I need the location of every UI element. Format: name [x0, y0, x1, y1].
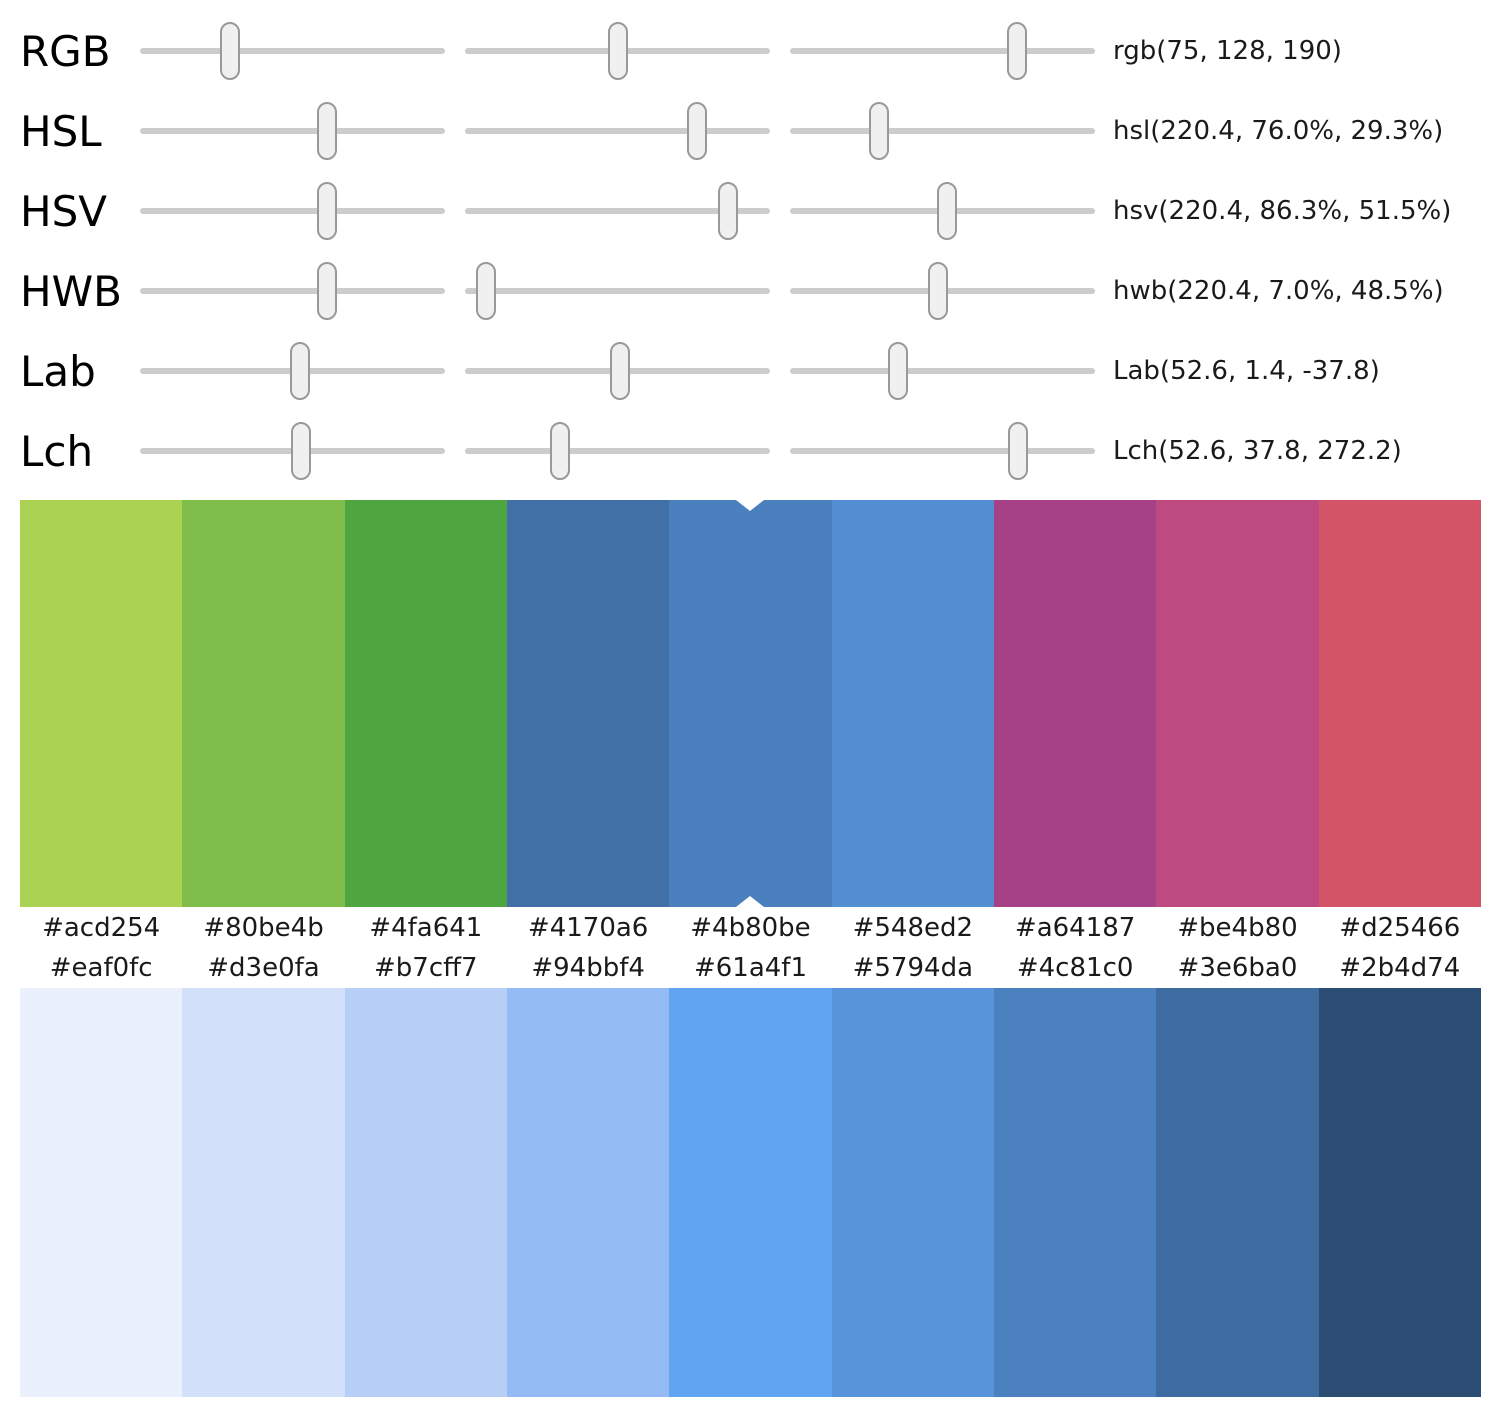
lab-channel-1-slider-thumb[interactable]	[290, 342, 311, 400]
color-swatch[interactable]	[669, 988, 832, 1397]
colorspace-label: HSL	[20, 106, 102, 156]
slider-row-hsv: HSV hsv(220.4, 86.3%, 51.5%)	[0, 171, 1501, 251]
color-swatch[interactable]	[506, 500, 670, 907]
colorspace-label: Lab	[20, 346, 96, 396]
selected-swatch-marker-bottom-icon	[736, 896, 765, 907]
color-swatch[interactable]	[1156, 500, 1319, 907]
color-value-readout: hwb(220.4, 7.0%, 48.5%)	[1113, 276, 1444, 306]
hsl-channel-3-slider-track[interactable]	[790, 102, 1095, 160]
color-swatch[interactable]	[993, 988, 1157, 1397]
color-swatch[interactable]	[344, 988, 507, 1397]
hsl-channel-3-slider-thumb[interactable]	[869, 102, 890, 160]
hue-palette	[20, 500, 1481, 907]
color-swatch[interactable]	[182, 500, 345, 907]
hwb-channel-3-slider-thumb[interactable]	[927, 262, 948, 320]
hex-code-label: #94bbf4	[531, 953, 645, 983]
lab-channel-1-slider-track[interactable]	[140, 342, 445, 400]
hex-code-label: #2b4d74	[1339, 953, 1461, 983]
slider-row-rgb: RGB rgb(75, 128, 190)	[0, 11, 1501, 91]
hsl-channel-2-slider-track[interactable]	[465, 102, 770, 160]
lightness-palette-hex-labels: #eaf0fc #d3e0fa #b7cff7 #94bbf4 #61a4f1 #5794…	[20, 948, 1481, 988]
lab-channel-2-slider-thumb[interactable]	[609, 342, 630, 400]
color-value-readout: hsv(220.4, 86.3%, 51.5%)	[1113, 196, 1452, 226]
colorspace-label: HSV	[20, 186, 107, 236]
color-swatch[interactable]	[993, 500, 1157, 907]
hsv-channel-3-slider-thumb[interactable]	[937, 182, 958, 240]
lch-channel-1-slider-thumb[interactable]	[290, 422, 311, 480]
lab-channel-3-slider-track[interactable]	[790, 342, 1095, 400]
hsl-channel-1-slider-track[interactable]	[140, 102, 445, 160]
selected-swatch-marker-top-icon	[736, 500, 765, 511]
hex-code-label: #be4b80	[1177, 912, 1298, 943]
hsv-channel-1-slider-track[interactable]	[140, 182, 445, 240]
slider-row-lch: Lch Lch(52.6, 37.8, 272.2)	[0, 411, 1501, 491]
hex-code-label: #d25466	[1339, 912, 1461, 943]
rgb-channel-2-slider-track[interactable]	[465, 22, 770, 80]
colorspace-label: HWB	[20, 266, 122, 316]
hex-code-label: #3e6ba0	[1177, 953, 1298, 983]
color-value-readout: Lch(52.6, 37.8, 272.2)	[1113, 436, 1402, 466]
hex-code-label: #4b80be	[690, 912, 811, 943]
hsl-channel-2-slider-thumb[interactable]	[686, 102, 707, 160]
lch-channel-2-slider-thumb[interactable]	[549, 422, 570, 480]
color-value-readout: hsl(220.4, 76.0%, 29.3%)	[1113, 116, 1444, 146]
hsv-channel-2-slider-track[interactable]	[465, 182, 770, 240]
hex-code-label: #4fa641	[369, 912, 483, 943]
slider-row-lab: Lab Lab(52.6, 1.4, -37.8)	[0, 331, 1501, 411]
color-value-readout: rgb(75, 128, 190)	[1113, 36, 1342, 66]
colorspace-label: Lch	[20, 426, 94, 476]
hex-code-label: #eaf0fc	[49, 953, 153, 983]
hwb-channel-2-slider-track[interactable]	[465, 262, 770, 320]
hsv-channel-2-slider-thumb[interactable]	[718, 182, 739, 240]
color-swatch[interactable]	[1318, 988, 1481, 1397]
rgb-channel-1-slider-track[interactable]	[140, 22, 445, 80]
color-swatch[interactable]	[182, 988, 345, 1397]
color-swatch[interactable]	[344, 500, 507, 907]
color-swatch[interactable]	[831, 500, 994, 907]
rgb-channel-3-slider-track[interactable]	[790, 22, 1095, 80]
lch-channel-3-slider-thumb[interactable]	[1008, 422, 1029, 480]
hue-palette-hex-labels: #acd254 #80be4b #4fa641 #4170a6 #4b80be #548e…	[20, 907, 1481, 948]
color-swatch[interactable]	[669, 500, 832, 907]
color-swatch[interactable]	[1318, 500, 1481, 907]
hex-code-label: #acd254	[42, 912, 161, 943]
hsv-channel-3-slider-track[interactable]	[790, 182, 1095, 240]
color-swatch[interactable]	[20, 500, 183, 907]
hex-code-label: #a64187	[1014, 912, 1136, 943]
lab-channel-3-slider-thumb[interactable]	[887, 342, 908, 400]
rgb-channel-1-slider-thumb[interactable]	[219, 22, 240, 80]
color-swatch[interactable]	[831, 988, 994, 1397]
hex-code-label: #4170a6	[527, 912, 649, 943]
hwb-channel-1-slider-track[interactable]	[140, 262, 445, 320]
hex-code-label: #61a4f1	[693, 953, 807, 983]
slider-row-hsl: HSL hsl(220.4, 76.0%, 29.3%)	[0, 91, 1501, 171]
hex-code-label: #548ed2	[852, 912, 974, 943]
hsv-channel-1-slider-thumb[interactable]	[316, 182, 337, 240]
hex-code-label: #5794da	[852, 953, 973, 983]
colorspace-label: RGB	[20, 26, 111, 76]
hwb-channel-1-slider-thumb[interactable]	[316, 262, 337, 320]
rgb-channel-2-slider-thumb[interactable]	[608, 22, 629, 80]
color-value-readout: Lab(52.6, 1.4, -37.8)	[1113, 356, 1380, 386]
hex-code-label: #b7cff7	[374, 953, 478, 983]
hsl-channel-1-slider-thumb[interactable]	[316, 102, 337, 160]
hex-code-label: #4c81c0	[1016, 953, 1134, 983]
hex-code-label: #80be4b	[203, 912, 324, 943]
hwb-channel-3-slider-track[interactable]	[790, 262, 1095, 320]
color-swatch[interactable]	[1156, 988, 1319, 1397]
lab-channel-2-slider-track[interactable]	[465, 342, 770, 400]
rgb-channel-3-slider-thumb[interactable]	[1007, 22, 1028, 80]
color-swatch[interactable]	[20, 988, 183, 1397]
lch-channel-3-slider-track[interactable]	[790, 422, 1095, 480]
color-swatch[interactable]	[506, 988, 670, 1397]
slider-row-hwb: HWB hwb(220.4, 7.0%, 48.5%)	[0, 251, 1501, 331]
lch-channel-2-slider-track[interactable]	[465, 422, 770, 480]
lch-channel-1-slider-track[interactable]	[140, 422, 445, 480]
lightness-palette	[20, 988, 1481, 1397]
hex-code-label: #d3e0fa	[207, 953, 320, 983]
hwb-channel-2-slider-thumb[interactable]	[476, 262, 497, 320]
